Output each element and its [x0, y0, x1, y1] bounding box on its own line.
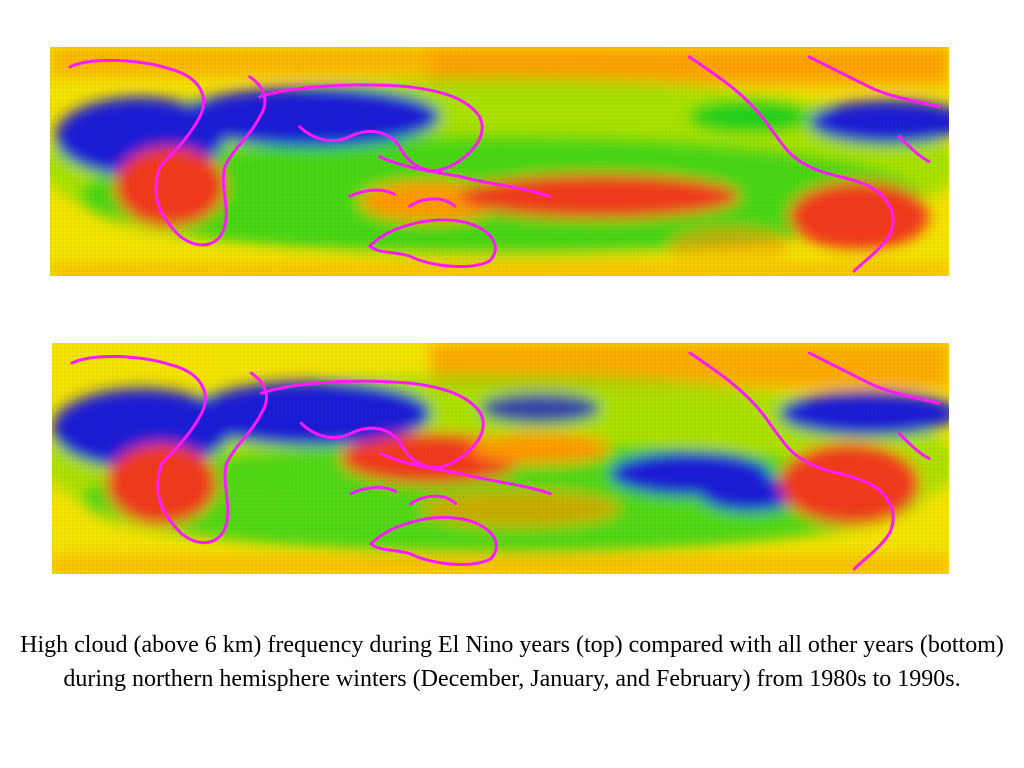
map-all-other-years [52, 343, 949, 574]
map-top-image [50, 47, 949, 276]
figure-caption: High cloud (above 6 km) frequency during… [20, 632, 1004, 692]
map-bottom-coastlines [70, 351, 941, 571]
map-top-coastlines [68, 55, 941, 273]
map-bottom-image [52, 343, 949, 574]
map-el-nino-years [50, 47, 949, 276]
